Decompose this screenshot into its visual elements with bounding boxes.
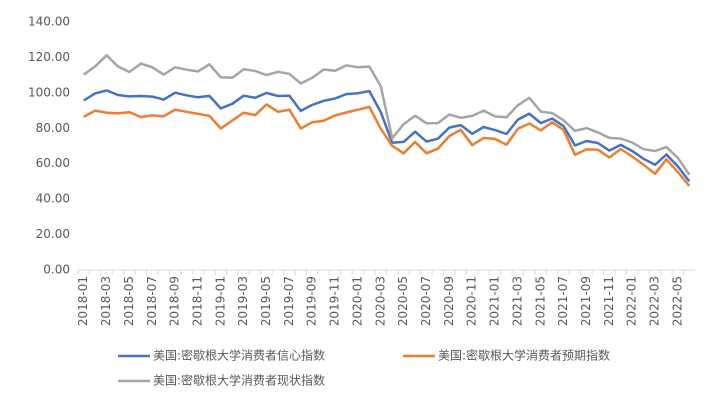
x-tick-label: 2021-05 <box>533 276 547 326</box>
series-line <box>82 54 691 176</box>
legend-label: 美国:密歇根大学消费者预期指数 <box>438 348 610 363</box>
x-tick-label: 2018-03 <box>99 276 113 326</box>
x-tick-label: 2020-05 <box>396 276 410 326</box>
x-tick-label: 2020-07 <box>419 276 433 326</box>
x-tick-label: 2018-07 <box>145 276 159 326</box>
x-tick-label: 2021-01 <box>488 276 502 326</box>
y-tick-label: 0.00 <box>43 263 70 277</box>
series-line <box>83 89 691 183</box>
x-tick-label: 2021-11 <box>602 276 616 326</box>
x-tick-label: 2019-07 <box>282 276 296 326</box>
x-tick-label: 2020-03 <box>373 276 387 326</box>
x-tick-label: 2019-09 <box>305 276 319 326</box>
series-line <box>83 103 691 187</box>
x-tick-label: 2021-03 <box>510 276 524 326</box>
y-tick-label: 20.00 <box>36 227 70 241</box>
y-tick-label: 80.00 <box>36 121 70 135</box>
x-tick-label: 2018-05 <box>122 276 136 326</box>
x-tick-label: 2022-01 <box>625 276 639 326</box>
x-tick-label: 2022-03 <box>648 276 662 326</box>
x-tick-label: 2020-01 <box>350 276 364 326</box>
x-tick-label: 2019-01 <box>213 276 227 326</box>
x-tick-label: 2019-03 <box>236 276 250 326</box>
y-tick-label: 40.00 <box>36 192 70 206</box>
x-tick-label: 2021-09 <box>579 276 593 326</box>
y-tick-label: 120.00 <box>28 50 70 64</box>
x-tick-label: 2021-07 <box>556 276 570 326</box>
y-tick-label: 60.00 <box>36 156 70 170</box>
y-tick-label: 140.00 <box>28 15 70 29</box>
x-tick-label: 2019-11 <box>328 276 342 326</box>
x-tick-label: 2022-05 <box>670 276 684 326</box>
x-tick-label: 2020-11 <box>465 276 479 326</box>
x-tick-label: 2018-09 <box>168 276 182 326</box>
x-tick-label: 2020-09 <box>442 276 456 326</box>
x-tick-label: 2018-01 <box>76 276 90 326</box>
x-tick-label: 2019-05 <box>259 276 273 326</box>
x-tick-label: 2018-11 <box>190 276 204 326</box>
legend-label: 美国:密歇根大学消费者信心指数 <box>153 348 325 363</box>
legend-label: 美国:密歇根大学消费者现状指数 <box>153 373 325 388</box>
y-tick-label: 100.00 <box>28 85 70 99</box>
